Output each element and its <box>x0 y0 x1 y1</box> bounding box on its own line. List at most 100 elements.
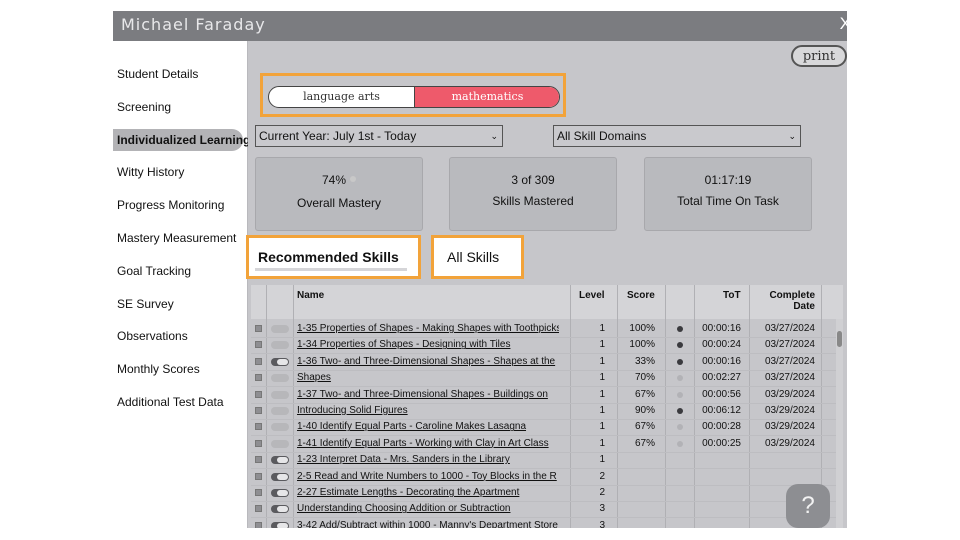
time-on-task-value: 01:17:19 <box>704 173 752 187</box>
time-on-task-label: Total Time On Task <box>677 194 779 208</box>
status-dot-icon <box>677 440 683 447</box>
sidebar-item[interactable]: Monthly Scores <box>117 362 200 377</box>
assign-toggle[interactable] <box>271 390 289 399</box>
expand-icon[interactable] <box>255 325 262 332</box>
status-dot-icon <box>677 424 683 431</box>
expand-icon[interactable] <box>255 505 262 513</box>
table-row[interactable]: 2-27 Estimate Lengths - Decorating the A… <box>251 485 836 502</box>
skill-score: 67% <box>634 437 655 449</box>
tab-recommended-skills[interactable]: Recommended Skills <box>246 235 421 279</box>
skill-score: 67% <box>634 388 655 400</box>
skill-name-link[interactable]: 1-36 Two- and Three-Dimensional Shapes -… <box>297 355 556 367</box>
table-row[interactable]: 3-42 Add/Subtract within 1000 - Manny's … <box>251 518 836 528</box>
toggle-language-arts[interactable]: language arts <box>303 90 380 103</box>
assign-toggle[interactable] <box>271 374 289 383</box>
expand-icon[interactable] <box>255 390 262 398</box>
skill-level: 1 <box>599 372 605 384</box>
expand-icon[interactable] <box>255 456 262 464</box>
sidebar: Student Details Screening Individualized L… <box>113 41 250 528</box>
sidebar-item[interactable]: Mastery Measurement <box>117 231 237 245</box>
expand-icon[interactable] <box>255 521 262 528</box>
expand-icon[interactable] <box>255 423 262 431</box>
scrollbar-thumb[interactable] <box>837 331 842 347</box>
expand-icon[interactable] <box>255 489 262 496</box>
year-select[interactable]: Current Year: July 1st - Today ⌄ <box>255 125 503 147</box>
table-row[interactable]: 1-35 Properties of Shapes - Making Shape… <box>251 321 836 338</box>
sidebar-item[interactable]: Screening <box>117 99 172 114</box>
table-row[interactable]: 1-41 Identify Equal Parts - Working with… <box>251 436 836 453</box>
sidebar-item[interactable]: Witty History <box>117 165 185 180</box>
table-row[interactable]: Introducing Solid Figures 1 90% 00:06:12 03/… <box>251 403 836 420</box>
col-score[interactable]: Score <box>627 290 655 301</box>
expand-icon[interactable] <box>255 341 262 349</box>
help-button[interactable]: ? <box>786 484 830 528</box>
sidebar-item[interactable]: Observations <box>117 329 188 344</box>
close-icon[interactable]: X <box>839 14 847 33</box>
skill-name-link[interactable]: 2-5 Read and Write Numbers to 1000 - Toy… <box>297 470 557 482</box>
table-row[interactable]: 1-40 Identify Equal Parts - Caroline Mak… <box>251 419 836 437</box>
expand-icon[interactable] <box>255 439 262 447</box>
assign-toggle[interactable] <box>271 456 289 465</box>
col-complete[interactable]: Complete <box>769 290 815 301</box>
tab-all-skills[interactable]: All Skills <box>431 235 524 279</box>
table-row[interactable]: Understanding Choosing Addition or Subtr… <box>251 501 836 519</box>
print-button[interactable]: print <box>791 45 847 67</box>
col-level[interactable]: Level <box>579 290 605 301</box>
chevron-down-icon: ⌄ <box>788 131 796 141</box>
expand-icon[interactable] <box>255 407 262 414</box>
subject-toggle: language arts mathematics <box>268 86 560 108</box>
assign-toggle[interactable] <box>271 407 289 415</box>
assign-toggle[interactable] <box>271 439 289 448</box>
skill-name-link[interactable]: Introducing Solid Figures <box>297 405 408 416</box>
expand-icon[interactable] <box>255 374 262 382</box>
assign-toggle[interactable] <box>271 472 289 481</box>
col-date[interactable]: Date <box>793 301 815 312</box>
table-row[interactable]: 1-37 Two- and Three-Dimensional Shapes -… <box>251 387 836 404</box>
table-row[interactable]: 1-23 Interpret Data - Mrs. Sanders in th… <box>251 452 836 470</box>
scrollbar[interactable] <box>836 319 843 528</box>
assign-toggle[interactable] <box>271 341 289 350</box>
sidebar-item[interactable]: Student Details <box>117 67 199 81</box>
skill-name-link[interactable]: Understanding Choosing Addition or Subtr… <box>297 503 511 515</box>
sidebar-item[interactable]: Goal Tracking <box>117 263 192 278</box>
sidebar-item[interactable]: Additional Test Data <box>117 395 224 409</box>
assign-toggle[interactable] <box>271 505 289 514</box>
skill-name-link[interactable]: 2-27 Estimate Lengths - Decorating the A… <box>297 487 520 498</box>
skill-name-link[interactable]: 1-35 Properties of Shapes - Making Shape… <box>297 323 559 334</box>
skill-complete-date: 03/29/2024 <box>764 405 815 416</box>
assign-toggle[interactable] <box>271 325 289 333</box>
skill-level: 1 <box>599 355 605 367</box>
table-row[interactable]: 1-34 Properties of Shapes - Designing wi… <box>251 337 836 355</box>
sidebar-item[interactable]: SE Survey <box>117 296 174 311</box>
app-window: Michael Faraday X Student Details Screeni… <box>113 11 847 528</box>
sidebar-item[interactable]: Progress Monitoring <box>117 198 225 213</box>
toggle-mathematics[interactable]: mathematics <box>414 87 559 107</box>
skill-level: 1 <box>599 339 605 351</box>
assign-toggle[interactable] <box>271 357 289 366</box>
table-row[interactable]: 2-5 Read and Write Numbers to 1000 - Toy… <box>251 469 836 486</box>
table-header: Name Level Score ToT Complete Date <box>251 285 843 319</box>
assign-toggle[interactable] <box>271 423 289 432</box>
assign-toggle[interactable] <box>271 489 289 497</box>
skill-time-on-task: 00:00:24 <box>702 339 741 351</box>
skills-mastered-card: 3 of 309 Skills Mastered <box>449 157 617 231</box>
skill-name-link[interactable]: 1-37 Two- and Three-Dimensional Shapes -… <box>297 388 548 400</box>
table-row[interactable]: Shapes 1 70% 00:02:27 03/27/2024 <box>251 370 836 388</box>
col-name[interactable]: Name <box>297 290 325 301</box>
skill-name-link[interactable]: 1-40 Identify Equal Parts - Caroline Mak… <box>297 421 527 433</box>
skill-name-link[interactable]: 1-34 Properties of Shapes - Designing wi… <box>297 339 511 351</box>
tab-recommended-label: Recommended Skills <box>258 249 399 265</box>
col-tot[interactable]: ToT <box>723 290 741 301</box>
skill-name-link[interactable]: Shapes <box>297 372 331 384</box>
skills-table: Name Level Score ToT Complete Date 1-35 … <box>251 285 843 528</box>
expand-icon[interactable] <box>255 472 262 480</box>
skill-name-link[interactable]: 1-41 Identify Equal Parts - Working with… <box>297 437 549 449</box>
skill-level: 1 <box>599 421 605 433</box>
assign-toggle[interactable] <box>271 521 289 528</box>
domain-select[interactable]: All Skill Domains ⌄ <box>553 125 801 147</box>
sidebar-item[interactable]: Individualized Learning <box>113 128 250 151</box>
table-row[interactable]: 1-36 Two- and Three-Dimensional Shapes -… <box>251 354 836 371</box>
expand-icon[interactable] <box>255 357 262 365</box>
skill-name-link[interactable]: 1-23 Interpret Data - Mrs. Sanders in th… <box>297 454 510 466</box>
skill-name-link[interactable]: 3-42 Add/Subtract within 1000 - Manny's … <box>297 519 558 528</box>
